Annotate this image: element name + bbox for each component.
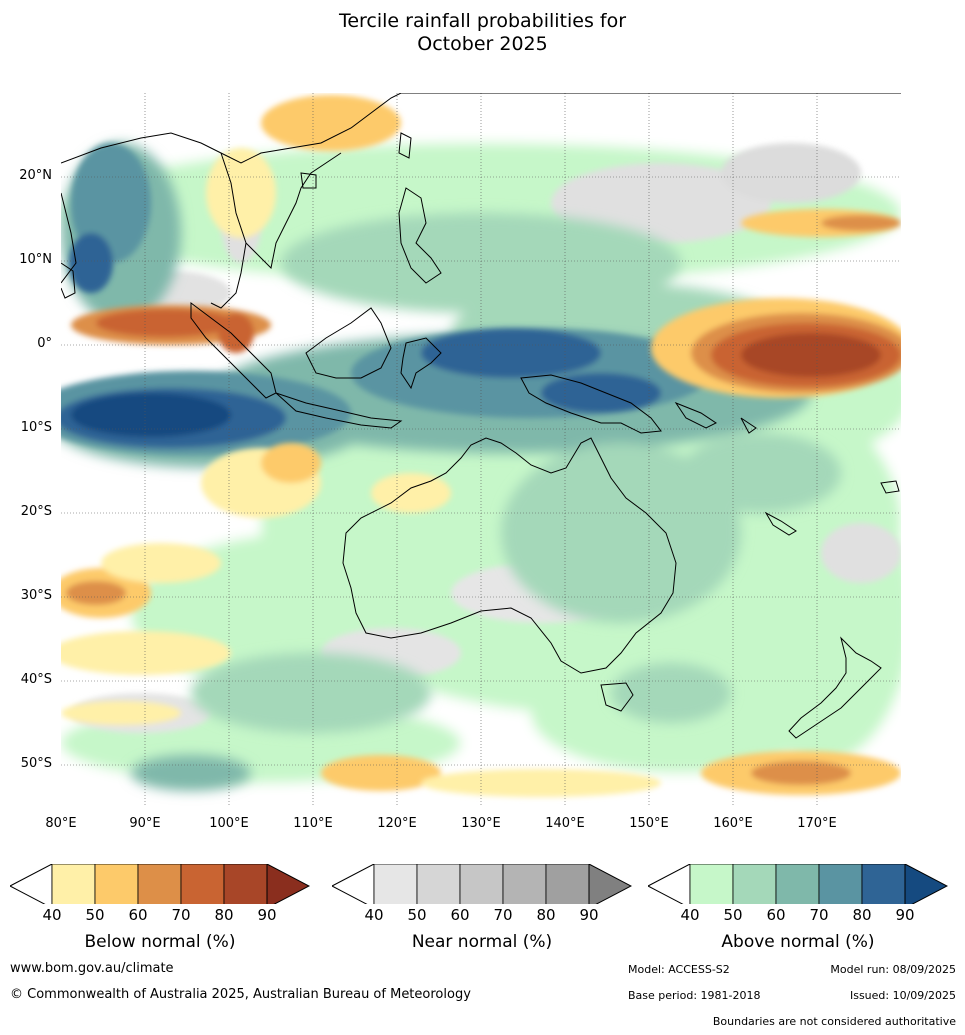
colorbar-swatch [94, 864, 139, 904]
lon-label-150e: 150°E [629, 816, 669, 831]
cbar-above-tick: 90 [895, 906, 915, 924]
lon-label-170e: 170°E [797, 816, 837, 831]
colorbar-swatch [818, 864, 863, 904]
colorbar-swatch [775, 864, 820, 904]
colorbar-near-normal [332, 864, 632, 904]
colorbar-below-title: Below normal (%) [84, 932, 236, 952]
cbar-above-high-arrow [904, 864, 948, 904]
cbar-above-tick: 50 [723, 906, 743, 924]
cbar-above-tick: 60 [766, 906, 786, 924]
colorbar-swatch [137, 864, 182, 904]
above-normal-strong-fields [61, 143, 711, 455]
cbar-near-high-arrow [588, 864, 632, 904]
cbar-below-high-arrow [266, 864, 310, 904]
graticule [61, 93, 901, 806]
lat-label-10s: 10°S [20, 420, 52, 435]
cbar-near-tick: 90 [579, 906, 599, 924]
colorbar-swatch [373, 864, 418, 904]
cbar-below-tick: 90 [257, 906, 277, 924]
lat-label-30s: 30°S [20, 588, 52, 603]
cbar-below-tick: 40 [42, 906, 62, 924]
model-run: Model run: 08/09/2025 [830, 963, 956, 976]
cbar-near-tick: 40 [364, 906, 384, 924]
base-period: Base period: 1981-2018 [628, 989, 761, 1002]
lat-label-50s: 50°S [20, 756, 52, 771]
title-line-2: October 2025 [417, 33, 548, 55]
title-line-1: Tercile rainfall probabilities for [338, 10, 627, 32]
cbar-below-tick: 60 [128, 906, 148, 924]
lon-label-140e: 140°E [545, 816, 585, 831]
coastlines [61, 93, 901, 739]
colorbar-swatch [861, 864, 906, 904]
lon-label-90e: 90°E [129, 816, 161, 831]
cbar-above-tick: 40 [680, 906, 700, 924]
cbar-above-tick: 80 [852, 906, 872, 924]
cbar-below-tick: 80 [214, 906, 234, 924]
colorbar-swatch [416, 864, 461, 904]
colorbar-swatch [180, 864, 225, 904]
boundaries-disclaimer: Boundaries are not considered authoritat… [712, 1015, 956, 1028]
lat-label-10n: 10°N [19, 252, 52, 267]
chart-title: Tercile rainfall probabilities for Octob… [0, 10, 965, 56]
cbar-near-tick: 70 [493, 906, 513, 924]
colorbar-swatch [51, 864, 96, 904]
lon-label-110e: 110°E [293, 816, 333, 831]
cbar-below-tick: 70 [171, 906, 191, 924]
lat-label-40s: 40°S [20, 672, 52, 687]
colorbar-swatch [459, 864, 504, 904]
lon-label-130e: 130°E [461, 816, 501, 831]
cbar-near-tick: 80 [536, 906, 556, 924]
lon-label-160e: 160°E [713, 816, 753, 831]
issued-date: Issued: 10/09/2025 [849, 989, 956, 1002]
lon-label-100e: 100°E [209, 816, 249, 831]
below-normal-fields [61, 95, 901, 797]
lat-label-20s: 20°S [20, 504, 52, 519]
colorbar-swatch [732, 864, 777, 904]
cbar-near-low-arrow [332, 864, 375, 904]
model-name: Model: ACCESS-S2 [628, 963, 730, 976]
lat-label-0: 0° [37, 336, 52, 351]
colorbar-near-title: Near normal (%) [411, 932, 553, 952]
copyright-text: © Commonwealth of Australia 2025, Austra… [10, 987, 471, 1002]
website-link[interactable]: www.bom.gov.au/climate [10, 961, 174, 976]
colorbar-above-normal [648, 864, 948, 904]
cbar-near-tick: 60 [450, 906, 470, 924]
lon-label-120e: 120°E [377, 816, 417, 831]
cbar-below-tick: 50 [85, 906, 105, 924]
cbar-near-tick: 50 [407, 906, 427, 924]
colorbar-swatch [223, 864, 268, 904]
colorbar-swatch [502, 864, 547, 904]
lat-label-20n: 20°N [19, 168, 52, 183]
cbar-below-low-arrow [10, 864, 53, 904]
cbar-above-low-arrow [648, 864, 691, 904]
lon-label-80e: 80°E [45, 816, 77, 831]
cbar-above-tick: 70 [809, 906, 829, 924]
colorbar-swatch [545, 864, 590, 904]
colorbar-below-normal [10, 864, 310, 904]
colorbar-swatch [689, 864, 734, 904]
colorbar-above-title: Above normal (%) [721, 932, 875, 952]
rainfall-probability-map [61, 93, 901, 806]
